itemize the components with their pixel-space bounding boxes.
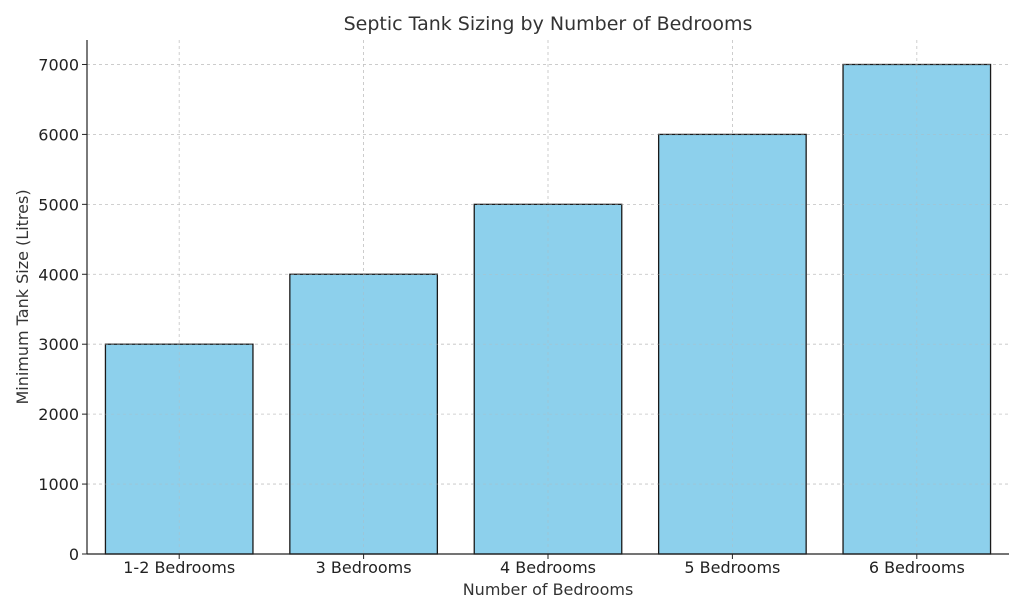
x-tick-labels: 1-2 Bedrooms 3 Bedrooms 4 Bedrooms 5 Bedroo… xyxy=(123,558,965,577)
chart-title: Septic Tank Sizing by Number of Bedrooms xyxy=(344,13,753,35)
x-axis-label: Number of Bedrooms xyxy=(463,580,634,599)
y-tick-label: 2000 xyxy=(38,405,79,424)
x-tick-label: 5 Bedrooms xyxy=(684,558,780,577)
y-tick-label: 7000 xyxy=(38,55,79,74)
y-tick-label: 1000 xyxy=(38,475,79,494)
y-tick-labels: 0 1000 2000 3000 4000 5000 6000 7000 xyxy=(38,55,79,564)
x-tick-label: 1-2 Bedrooms xyxy=(123,558,235,577)
x-tick-label: 4 Bedrooms xyxy=(500,558,596,577)
x-tick-label: 3 Bedrooms xyxy=(316,558,412,577)
y-tick-label: 3000 xyxy=(38,335,79,354)
x-tick-label: 6 Bedrooms xyxy=(869,558,965,577)
y-tick-label: 6000 xyxy=(38,125,79,144)
y-axis-label: Minimum Tank Size (Litres) xyxy=(13,189,32,404)
y-tick-label: 4000 xyxy=(38,265,79,284)
bars xyxy=(87,40,1009,555)
y-tick-label: 0 xyxy=(69,545,79,564)
axes xyxy=(82,40,1009,559)
y-tick-label: 5000 xyxy=(38,195,79,214)
